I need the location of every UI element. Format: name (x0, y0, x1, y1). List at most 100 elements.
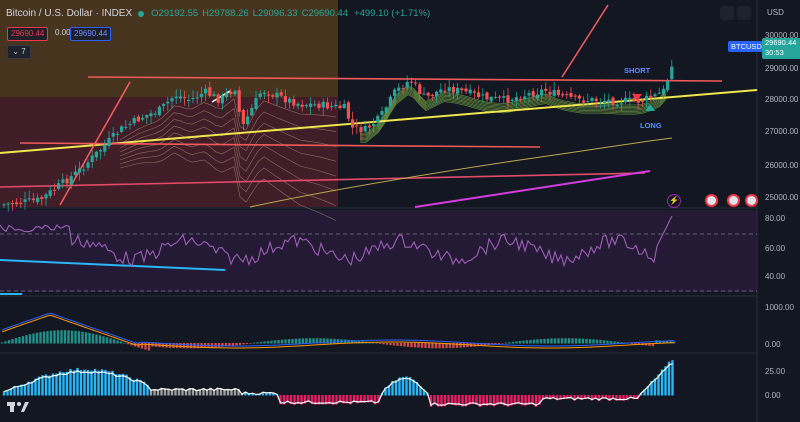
momentum-bar (258, 393, 261, 396)
candle-body (267, 94, 271, 96)
macd-bar (651, 343, 655, 347)
momentum-bar (394, 380, 398, 396)
macd-bar (672, 341, 676, 344)
macd-bar (112, 339, 116, 344)
macd-bar (595, 339, 599, 344)
momentum-bar (401, 376, 405, 396)
buy-price-button[interactable]: 29690.44 (70, 27, 112, 41)
momentum-bar (555, 395, 559, 401)
macd-bar (347, 339, 350, 344)
macd-bar (25, 335, 28, 344)
candle-body (418, 84, 422, 95)
momentum-bar (667, 361, 671, 396)
momentum-bar (90, 370, 93, 396)
momentum-bar (482, 395, 485, 406)
momentum-bar (125, 374, 128, 396)
candle-body (61, 179, 65, 183)
momentum-bar (97, 370, 100, 396)
macd-bar (116, 340, 119, 344)
macd-bar (305, 338, 308, 344)
candlesticks (2, 59, 674, 212)
candle-body (99, 150, 103, 152)
momentum-bar (517, 395, 520, 405)
macd-bar (214, 343, 217, 348)
momentum-bar (443, 395, 447, 407)
candle-body (430, 94, 434, 97)
candle-body (115, 133, 119, 135)
momentum-bar (510, 395, 513, 406)
momentum-bar (331, 395, 335, 405)
candle-body (31, 198, 35, 201)
short-label: SHORT (624, 66, 651, 75)
momentum-bar (534, 395, 538, 407)
lower-channel-line[interactable] (0, 172, 646, 188)
candle-body (288, 98, 292, 103)
candle-body (65, 178, 69, 184)
momentum-bar (62, 372, 65, 396)
flag-us-icon[interactable] (727, 194, 740, 207)
candle-body (338, 105, 342, 109)
candle-body (23, 199, 27, 202)
candle-body (351, 119, 355, 128)
momentum-bar (548, 395, 552, 400)
sell-price-button[interactable]: 29690.44 (7, 27, 49, 41)
breakout-line[interactable] (561, 4, 609, 78)
momentum-bar (30, 381, 34, 396)
candle-body (481, 94, 485, 96)
candle-body (162, 103, 166, 107)
symbol-title[interactable]: Bitcoin / U.S. Dollar · INDEX (6, 8, 133, 19)
momentum-bar (506, 395, 510, 407)
ribbon-line (119, 152, 337, 221)
macd-bar (620, 342, 623, 344)
candle-body (52, 189, 56, 191)
momentum-bar (559, 395, 562, 400)
momentum-tick: 25.00 (765, 367, 786, 376)
candle-body (456, 87, 460, 94)
momentum-bar (345, 395, 349, 404)
macd-bar (4, 341, 7, 344)
candle-body (594, 98, 598, 102)
currency-label[interactable]: USD (767, 8, 784, 17)
macd-bar (294, 338, 298, 344)
macd-tick: 1000.00 (765, 303, 794, 312)
settings-icon[interactable] (737, 6, 751, 20)
macd-bar (648, 343, 651, 346)
rsi-trendline[interactable] (0, 259, 226, 271)
candle-body (57, 183, 61, 189)
macd-bar (536, 339, 539, 344)
candle-body (401, 88, 405, 90)
macd-bar (431, 343, 434, 349)
price-tick: 27000.00 (765, 127, 799, 136)
candle-body (414, 82, 418, 84)
macd-bar (95, 334, 98, 344)
momentum-bar (671, 360, 674, 396)
candle-body (27, 198, 31, 200)
support-line[interactable] (19, 142, 541, 148)
ribbon-line (119, 117, 337, 152)
magenta-line[interactable] (414, 170, 651, 208)
flag-us-icon[interactable] (705, 194, 718, 207)
lightning-icon[interactable]: ⚡ (667, 194, 681, 208)
candle-body (90, 155, 94, 163)
candle-body (380, 110, 384, 115)
candle-body (107, 138, 111, 147)
indicators-collapse-button[interactable]: ⌄ 7 (7, 45, 31, 59)
flag-us-icon[interactable] (745, 194, 758, 207)
candle-body (582, 100, 586, 103)
momentum-bar (573, 395, 576, 401)
macd-bar (77, 331, 81, 344)
momentum-bar (538, 395, 541, 405)
eye-icon[interactable] (720, 6, 734, 20)
candle-body (174, 96, 178, 99)
momentum-bar (300, 395, 303, 405)
macd-bar (665, 340, 669, 344)
candle-body (283, 96, 287, 103)
macd-bar (301, 338, 305, 344)
candle-body (191, 97, 195, 99)
momentum-bar (611, 395, 615, 400)
momentum-bar (562, 395, 566, 400)
momentum-bar (9, 388, 13, 396)
price-tick: 25000.00 (765, 193, 799, 202)
resistance-line[interactable] (87, 76, 723, 82)
